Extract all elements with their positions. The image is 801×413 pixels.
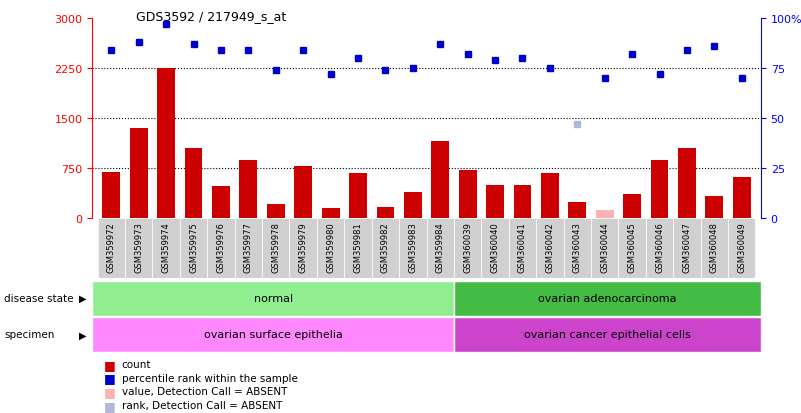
Text: ■: ■	[104, 358, 116, 371]
Bar	[376, 208, 394, 219]
Text: GSM359974: GSM359974	[162, 222, 171, 273]
Bar	[267, 204, 284, 219]
Bar	[157, 69, 175, 219]
Bar	[596, 211, 614, 219]
Text: ▶: ▶	[78, 330, 86, 339]
Bar	[733, 178, 751, 219]
Bar	[591, 219, 618, 279]
Bar	[399, 219, 427, 279]
Text: GSM359983: GSM359983	[409, 222, 417, 273]
Bar	[152, 219, 180, 279]
Bar	[322, 209, 340, 219]
Bar	[673, 219, 701, 279]
Text: GSM360039: GSM360039	[463, 222, 472, 273]
Bar	[125, 219, 152, 279]
Text: GSM360049: GSM360049	[737, 222, 747, 273]
Text: value, Detection Call = ABSENT: value, Detection Call = ABSENT	[122, 387, 287, 396]
Bar	[706, 197, 723, 219]
Bar	[289, 219, 317, 279]
Bar	[103, 172, 120, 219]
Text: GSM360046: GSM360046	[655, 222, 664, 273]
Text: GSM360045: GSM360045	[628, 222, 637, 273]
Text: GSM359977: GSM359977	[244, 222, 253, 273]
Bar	[618, 219, 646, 279]
Text: GSM360040: GSM360040	[490, 222, 500, 273]
Text: rank, Detection Call = ABSENT: rank, Detection Call = ABSENT	[122, 400, 282, 410]
Bar	[372, 219, 399, 279]
Bar	[459, 171, 477, 219]
Bar	[212, 187, 230, 219]
Bar	[728, 219, 755, 279]
Bar	[262, 219, 289, 279]
Bar	[239, 161, 257, 219]
Text: GSM359975: GSM359975	[189, 222, 198, 273]
Text: GSM360048: GSM360048	[710, 222, 718, 273]
Bar	[427, 219, 454, 279]
Bar	[454, 281, 761, 316]
Text: ovarian cancer epithelial cells: ovarian cancer epithelial cells	[524, 329, 691, 339]
Text: GSM360047: GSM360047	[682, 222, 691, 273]
Bar	[184, 149, 203, 219]
Text: GSM359978: GSM359978	[272, 222, 280, 273]
Bar	[541, 173, 559, 219]
Bar	[404, 192, 422, 219]
Bar	[317, 219, 344, 279]
Text: GSM359973: GSM359973	[135, 222, 143, 273]
Bar	[678, 149, 696, 219]
Text: GSM359976: GSM359976	[216, 222, 225, 273]
Bar	[98, 219, 125, 279]
Bar	[207, 219, 235, 279]
Text: GSM359982: GSM359982	[381, 222, 390, 273]
Bar	[509, 219, 536, 279]
Bar	[235, 219, 262, 279]
Bar	[650, 161, 669, 219]
Bar	[349, 173, 367, 219]
Bar	[344, 219, 372, 279]
Bar	[92, 317, 454, 352]
Text: GSM360042: GSM360042	[545, 222, 554, 273]
Text: ovarian surface epithelia: ovarian surface epithelia	[203, 329, 343, 339]
Text: ■: ■	[104, 399, 116, 412]
Text: ▶: ▶	[78, 293, 86, 303]
Bar	[569, 203, 586, 219]
Bar	[454, 219, 481, 279]
Text: count: count	[122, 359, 151, 369]
Bar	[92, 281, 454, 316]
Bar	[623, 195, 641, 219]
Bar	[536, 219, 564, 279]
Text: GSM360041: GSM360041	[518, 222, 527, 273]
Text: GSM359981: GSM359981	[353, 222, 363, 273]
Text: normal: normal	[254, 293, 293, 304]
Text: GSM359979: GSM359979	[299, 222, 308, 273]
Text: ovarian adenocarcinoma: ovarian adenocarcinoma	[538, 293, 677, 304]
Bar	[481, 219, 509, 279]
Bar	[294, 167, 312, 219]
Text: ■: ■	[104, 371, 116, 385]
Bar	[130, 129, 147, 219]
Bar	[513, 185, 531, 219]
Bar	[564, 219, 591, 279]
Text: GSM359972: GSM359972	[107, 222, 116, 273]
Bar	[646, 219, 673, 279]
Text: percentile rank within the sample: percentile rank within the sample	[122, 373, 298, 383]
Text: specimen: specimen	[4, 330, 54, 339]
Text: GDS3592 / 217949_s_at: GDS3592 / 217949_s_at	[136, 10, 287, 23]
Text: GSM359984: GSM359984	[436, 222, 445, 273]
Text: GSM360044: GSM360044	[600, 222, 610, 273]
Bar	[454, 317, 761, 352]
Bar	[431, 142, 449, 219]
Text: GSM360043: GSM360043	[573, 222, 582, 273]
Text: disease state: disease state	[4, 293, 74, 303]
Bar	[701, 219, 728, 279]
Bar	[486, 185, 504, 219]
Text: GSM359980: GSM359980	[326, 222, 335, 273]
Text: ■: ■	[104, 385, 116, 398]
Bar	[180, 219, 207, 279]
